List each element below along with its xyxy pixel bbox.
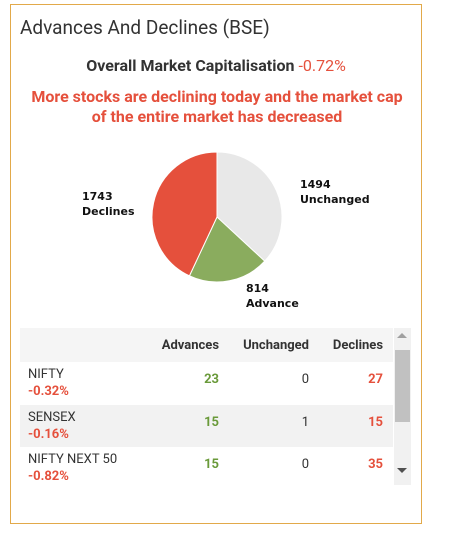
- table-cell: 23: [204, 372, 219, 387]
- table-header: Advances Unchanged Declines: [20, 328, 393, 362]
- table-cell: 0: [301, 372, 309, 387]
- table-cell: 35: [368, 457, 383, 472]
- table-cell: 1: [301, 414, 309, 430]
- slice-label: Unchanged: [300, 193, 370, 206]
- table-cell: 15: [368, 414, 383, 430]
- slice-label: Advance: [246, 297, 299, 310]
- market-cap-label: Overall Market Capitalisation: [86, 56, 295, 75]
- table-cell: 0: [301, 457, 309, 472]
- market-cap-value: -0.72%: [298, 56, 346, 75]
- index-name: NIFTY: [28, 367, 64, 382]
- slice-value: 1494: [300, 178, 331, 191]
- card: [10, 4, 422, 524]
- index-change: -0.82%: [28, 469, 69, 484]
- slice-value: 1743: [82, 190, 113, 203]
- column-header: Declines: [332, 338, 383, 353]
- widget-title: Advances And Declines (BSE): [20, 16, 270, 39]
- index-change: -0.16%: [28, 426, 69, 442]
- scroll-down[interactable]: [397, 468, 407, 473]
- pie-slice: [188, 216, 266, 283]
- table-row: NIFTY -0.32% 23 0 27: [20, 362, 393, 404]
- index-change: -0.32%: [28, 384, 69, 399]
- table-row: SENSEX -0.16% 15 1 15: [20, 404, 393, 447]
- column-header: Advances: [161, 338, 219, 353]
- table-row: NIFTY NEXT 50 -0.82% 15 0 35: [20, 447, 393, 489]
- pie-slice: [151, 151, 218, 277]
- scroll-up[interactable]: [397, 333, 407, 338]
- scrollbar-thumb[interactable]: [395, 350, 410, 422]
- slice-label: Declines: [82, 205, 135, 218]
- message: More stocks are declining today and the …: [31, 87, 403, 126]
- slice-value: 814: [246, 282, 269, 295]
- pie-chart: 1494 Unchanged 814 Advance 1743 Declines: [82, 151, 370, 310]
- market-cap: Overall Market Capitalisation -0.72%: [10, 56, 422, 75]
- column-header: Unchanged: [243, 338, 309, 353]
- table-cell: 15: [204, 414, 219, 430]
- table-cell: 27: [368, 372, 383, 387]
- index-name: NIFTY NEXT 50: [28, 452, 118, 467]
- table-cell: 15: [204, 457, 219, 472]
- pie-slice: [216, 151, 283, 262]
- index-name: SENSEX: [28, 409, 76, 425]
